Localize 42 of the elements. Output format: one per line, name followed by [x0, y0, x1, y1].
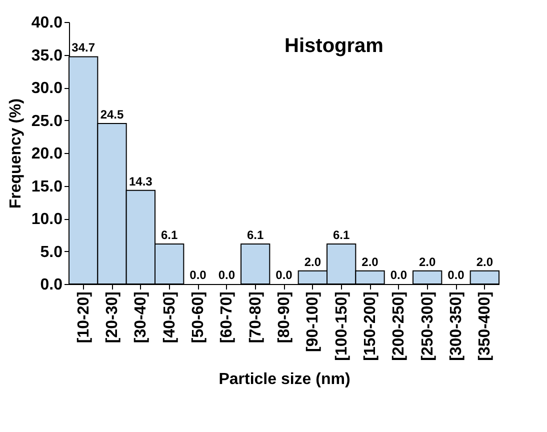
- x-tick-label: [60-70]: [218, 292, 236, 344]
- y-tick-label: 35.0: [31, 47, 63, 64]
- x-tick-label: [150-200]: [362, 292, 379, 361]
- x-tick-label: [10-20]: [75, 292, 92, 344]
- x-tick-label: [30-40]: [132, 292, 150, 344]
- y-tick-label: 20.0: [31, 146, 63, 162]
- x-tick-label: [90-100]: [304, 292, 322, 352]
- y-tick-label: 10.0: [31, 211, 63, 228]
- x-tick-label: [350-400]: [476, 292, 494, 361]
- data-label: 6.1: [332, 228, 350, 242]
- data-label: 34.7: [72, 40, 96, 55]
- y-tick-label: 15.0: [31, 178, 63, 196]
- data-label: 14.3: [128, 174, 153, 188]
- data-label: 6.1: [160, 228, 178, 242]
- x-tick-label: [300-350]: [448, 292, 465, 361]
- data-label: 0.0: [218, 268, 236, 282]
- data-label: 0.0: [390, 268, 408, 282]
- x-axis-title: Particle size (nm): [218, 370, 350, 388]
- y-tick-label: 30.0: [31, 80, 63, 97]
- y-tick-label: 0.0: [40, 276, 63, 294]
- data-label: 2.0: [418, 254, 436, 269]
- x-tick-label: [20-30]: [104, 292, 121, 344]
- x-tick-label: [80-90]: [276, 292, 293, 344]
- data-label: 2.0: [362, 254, 379, 269]
- x-tick-label: [100-150]: [333, 292, 350, 361]
- data-label: 0.0: [448, 268, 465, 282]
- y-tick-label: 25.0: [31, 112, 63, 130]
- data-label: 0.0: [190, 268, 207, 282]
- x-tick-label: [70-80]: [247, 292, 264, 344]
- data-label: 0.0: [276, 268, 293, 282]
- x-tick-label: [50-60]: [190, 292, 207, 344]
- data-label: 2.0: [304, 254, 322, 269]
- x-tick-label: [250-300]: [419, 292, 436, 361]
- y-tick-label: 40.0: [31, 14, 63, 32]
- y-axis-title: Frequency (%): [7, 98, 24, 209]
- x-tick-label: [40-50]: [161, 292, 178, 344]
- data-label: 6.1: [246, 228, 264, 242]
- text: Histogram: [284, 35, 384, 57]
- data-label: 24.5: [100, 108, 124, 122]
- x-tick-label: [200-250]: [390, 292, 408, 361]
- y-tick-label: 5.0: [40, 244, 63, 261]
- data-label: 2.0: [476, 254, 494, 269]
